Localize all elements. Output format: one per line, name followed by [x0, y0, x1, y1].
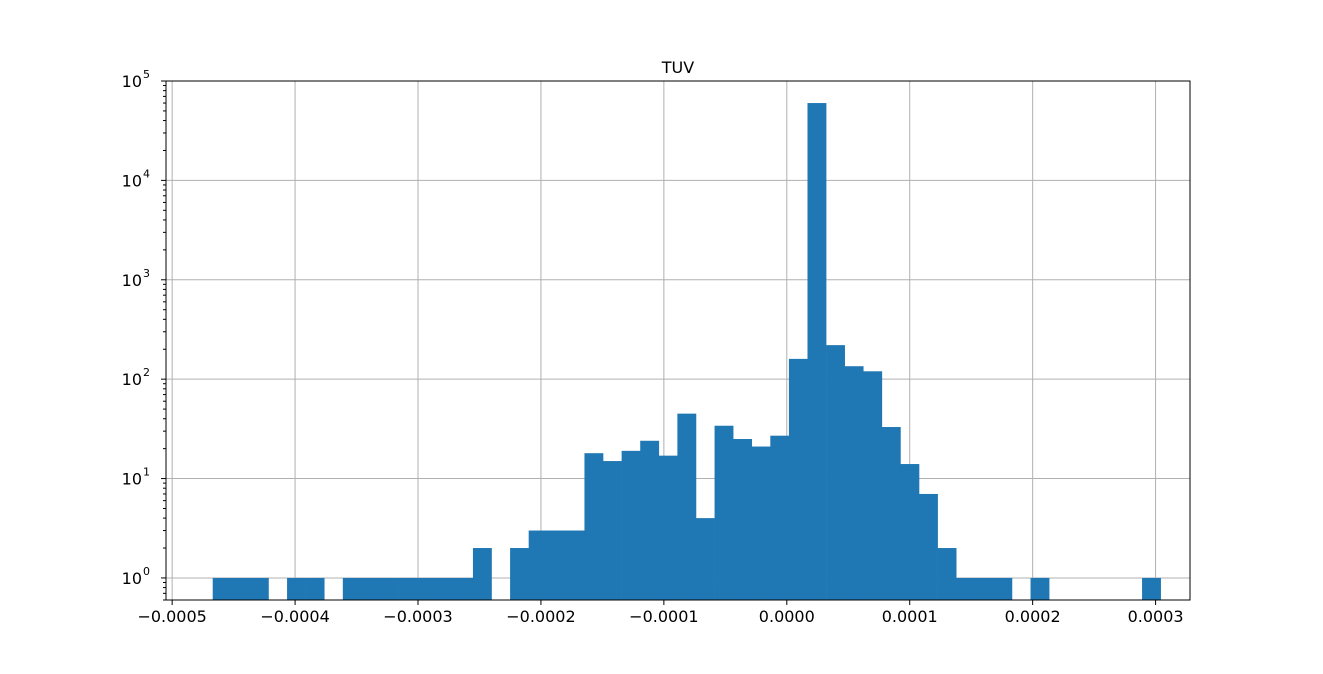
histogram-bar [565, 530, 585, 600]
x-tick-label: 0.0003 [1128, 607, 1184, 626]
histogram-bar [937, 548, 957, 600]
y-tick-label: 10 [122, 370, 142, 389]
x-tick-label: 0.0000 [759, 607, 815, 626]
histogram-bar [342, 577, 362, 600]
x-tick-label: −0.0002 [506, 607, 575, 626]
histogram-bar [472, 548, 492, 600]
histogram-bar [249, 577, 269, 600]
histogram-bar [844, 366, 864, 600]
x-tick-label: 0.0001 [882, 607, 938, 626]
histogram-bar [435, 577, 455, 600]
histogram-bar [305, 577, 325, 600]
y-tick-label: 10 [122, 569, 142, 588]
y-tick-label: 10 [122, 470, 142, 489]
histogram-bar [807, 103, 827, 601]
y-tick-exponent: 0 [143, 565, 150, 578]
y-tick-exponent: 2 [143, 366, 150, 379]
histogram-bar [1142, 577, 1161, 600]
histogram-bar [640, 440, 660, 600]
histogram-bar [677, 413, 697, 600]
histogram-bar [881, 427, 901, 600]
y-tick-label: 10 [122, 171, 142, 190]
histogram-bar [919, 493, 938, 600]
histogram-bar [547, 530, 567, 600]
x-tick-label: −0.0004 [260, 607, 329, 626]
histogram-bar [398, 577, 418, 600]
chart-title: TUV [661, 58, 694, 77]
histogram-bar [1030, 577, 1050, 600]
histogram-bar [974, 577, 994, 600]
y-tick-label: 10 [122, 271, 142, 290]
histogram-bar [379, 577, 399, 600]
y-tick-label: 10 [122, 72, 142, 91]
y-tick-exponent: 1 [143, 466, 150, 479]
histogram-bar [770, 435, 790, 600]
grid-layer [166, 80, 1190, 600]
histogram-bar [826, 345, 845, 600]
histogram-bar [788, 358, 808, 600]
histogram-bar [956, 577, 976, 600]
y-tick-exponent: 4 [143, 167, 150, 180]
histogram-bar [751, 446, 771, 600]
y-tick-exponent: 3 [143, 267, 150, 280]
histogram-bar [733, 439, 753, 600]
histogram-bar [603, 461, 622, 600]
histogram-bar [417, 577, 437, 600]
plot-frame [165, 80, 1191, 601]
histogram-bar [287, 577, 306, 600]
histogram-bar [658, 455, 678, 600]
bars-layer [212, 103, 1161, 601]
histogram-bar [900, 464, 920, 600]
histogram-bar [863, 371, 883, 600]
ticks-layer: −0.0005 −0.0004 −0.0003 −0.0002 −0.0001 0.000… [122, 68, 1184, 626]
x-tick-label: −0.0005 [137, 607, 206, 626]
histogram-bar [695, 518, 715, 600]
y-tick-exponent: 5 [143, 68, 150, 81]
histogram-bar [454, 577, 474, 600]
histogram-bar [361, 577, 381, 600]
x-tick-label: −0.0001 [629, 607, 698, 626]
histogram-bar [212, 577, 232, 600]
x-tick-label: −0.0003 [383, 607, 452, 626]
histogram-bar [584, 453, 604, 600]
histogram-bar [993, 577, 1013, 600]
histogram-bar [714, 425, 734, 600]
histogram-bar [528, 530, 548, 600]
x-tick-label: 0.0002 [1005, 607, 1061, 626]
histogram-bar [510, 548, 529, 600]
histogram-bar [621, 450, 641, 600]
histogram-bar [231, 577, 251, 600]
